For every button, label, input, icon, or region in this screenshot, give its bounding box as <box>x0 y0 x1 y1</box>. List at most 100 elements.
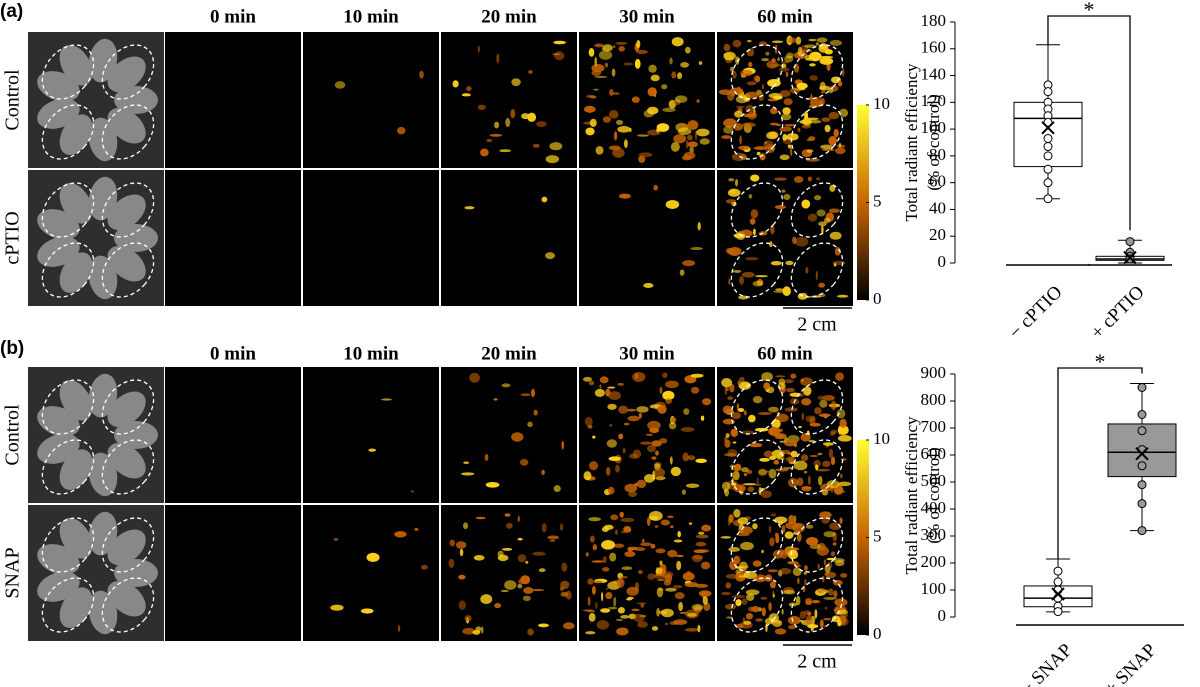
signal <box>455 541 467 549</box>
roi-outline <box>101 242 155 298</box>
signal <box>786 133 799 141</box>
signal <box>803 470 808 474</box>
signal <box>623 422 630 426</box>
signal <box>634 58 641 69</box>
signal <box>731 152 746 162</box>
signal <box>484 453 489 461</box>
roi-outline <box>101 517 155 573</box>
signal <box>685 46 691 54</box>
signal <box>738 575 747 578</box>
signal <box>778 452 782 456</box>
signal <box>668 422 677 430</box>
signal <box>830 400 837 411</box>
signal <box>656 567 663 575</box>
signal <box>621 566 633 571</box>
signal <box>360 608 374 614</box>
signal <box>702 595 708 605</box>
row-label: SNAP <box>2 547 24 598</box>
signal <box>814 609 818 619</box>
signal <box>333 538 339 541</box>
signal <box>742 483 757 486</box>
signal <box>631 608 640 612</box>
signal <box>623 526 632 533</box>
signal <box>823 625 826 628</box>
signal <box>800 454 809 462</box>
signal <box>695 458 707 464</box>
signal <box>613 131 618 141</box>
signal <box>752 560 762 567</box>
signal <box>740 69 753 77</box>
signal <box>632 449 642 459</box>
colorbar-label: 0 <box>873 289 882 308</box>
signal <box>463 522 468 530</box>
signal <box>616 627 629 636</box>
time-label: 10 min <box>343 343 399 364</box>
signal <box>795 36 802 45</box>
signal <box>560 580 570 590</box>
y-tick-label: 700 <box>921 417 947 436</box>
leaf <box>88 176 118 221</box>
signal <box>772 549 784 559</box>
signal <box>739 526 753 535</box>
roi-outline <box>41 44 95 100</box>
signal <box>501 383 511 388</box>
signal <box>756 477 759 485</box>
signal <box>494 121 500 129</box>
signal <box>808 119 822 124</box>
signal <box>665 199 680 209</box>
signal <box>774 205 786 210</box>
signal <box>599 384 602 389</box>
signal <box>615 41 628 45</box>
signal <box>797 127 801 133</box>
roi-outline <box>790 44 844 100</box>
category-label: + SNAP <box>1100 640 1160 687</box>
signal <box>783 589 796 595</box>
signal <box>505 117 511 128</box>
signal <box>655 450 659 456</box>
signal <box>690 246 704 251</box>
signal <box>835 372 844 381</box>
signal <box>755 618 763 622</box>
signal <box>688 522 693 525</box>
signal <box>533 409 538 416</box>
signal <box>647 444 656 453</box>
signal <box>692 555 704 560</box>
mean-stroke <box>1051 587 1065 601</box>
signal <box>778 378 786 386</box>
signal <box>504 513 511 517</box>
signal <box>746 48 755 57</box>
roi-outline <box>101 439 155 495</box>
signal <box>679 611 689 614</box>
signal <box>396 126 406 135</box>
signal <box>831 76 841 84</box>
signal <box>775 468 789 472</box>
roi-outline <box>730 44 784 100</box>
signal <box>594 75 608 78</box>
signal <box>805 267 809 274</box>
signal <box>593 88 599 91</box>
roi-outline <box>790 577 844 633</box>
signal <box>787 625 797 630</box>
signal <box>779 567 792 575</box>
signal <box>618 405 629 414</box>
signal <box>754 483 762 486</box>
signal <box>669 456 673 465</box>
leaf <box>107 391 146 428</box>
signal <box>798 425 802 429</box>
signal <box>765 623 768 633</box>
signal <box>764 617 775 625</box>
leaf <box>37 433 80 464</box>
signal <box>584 416 593 427</box>
signal <box>530 589 545 592</box>
signal <box>766 131 778 140</box>
signal <box>779 90 791 98</box>
signal <box>797 577 800 585</box>
signal <box>538 568 546 573</box>
significance-star: * <box>1084 0 1095 22</box>
signal <box>654 525 659 528</box>
signal <box>733 233 746 239</box>
signal <box>589 461 599 471</box>
y-tick-label: 120 <box>921 91 947 110</box>
signal <box>759 487 766 491</box>
signal <box>670 142 680 152</box>
